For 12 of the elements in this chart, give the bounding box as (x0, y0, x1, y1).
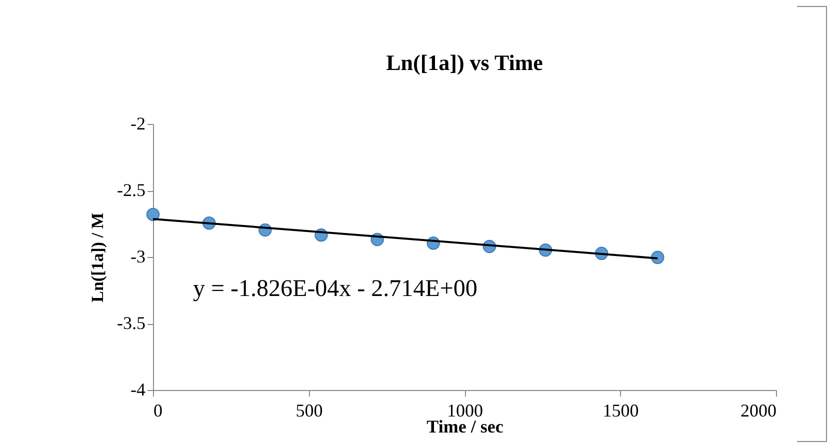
y-tick-label: -3.5 (117, 313, 146, 333)
y-axis-title: Ln([1a]) / M (88, 212, 108, 302)
x-tick-label: 500 (296, 400, 323, 420)
x-tick-label: 2000 (740, 400, 776, 420)
y-tick-label: -2 (130, 114, 146, 134)
y-tick-label: -4 (130, 380, 146, 400)
x-tick-label: 1500 (602, 400, 639, 420)
y-tick-label: -2.5 (117, 180, 146, 200)
y-tick-label: -3 (130, 246, 146, 266)
chart-title: Ln([1a]) vs Time (386, 50, 544, 75)
annotation: y = -1.826E-04x - 2.714E+00 (193, 276, 478, 302)
x-tick-label: 0 (154, 400, 162, 420)
